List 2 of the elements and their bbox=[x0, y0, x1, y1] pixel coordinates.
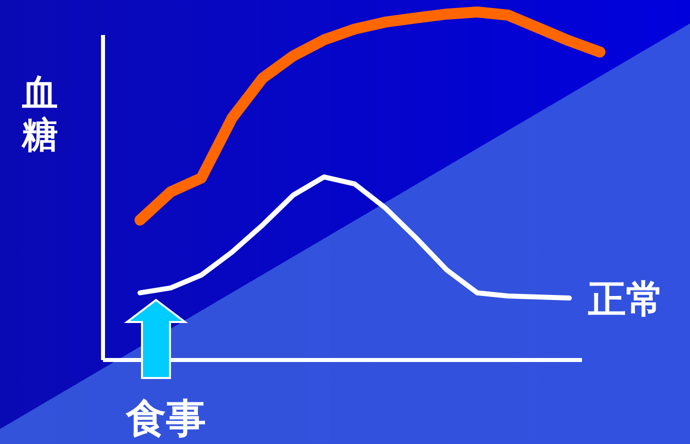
ylabel: 血糖 bbox=[22, 73, 58, 156]
annotation: 食事 bbox=[126, 396, 206, 442]
